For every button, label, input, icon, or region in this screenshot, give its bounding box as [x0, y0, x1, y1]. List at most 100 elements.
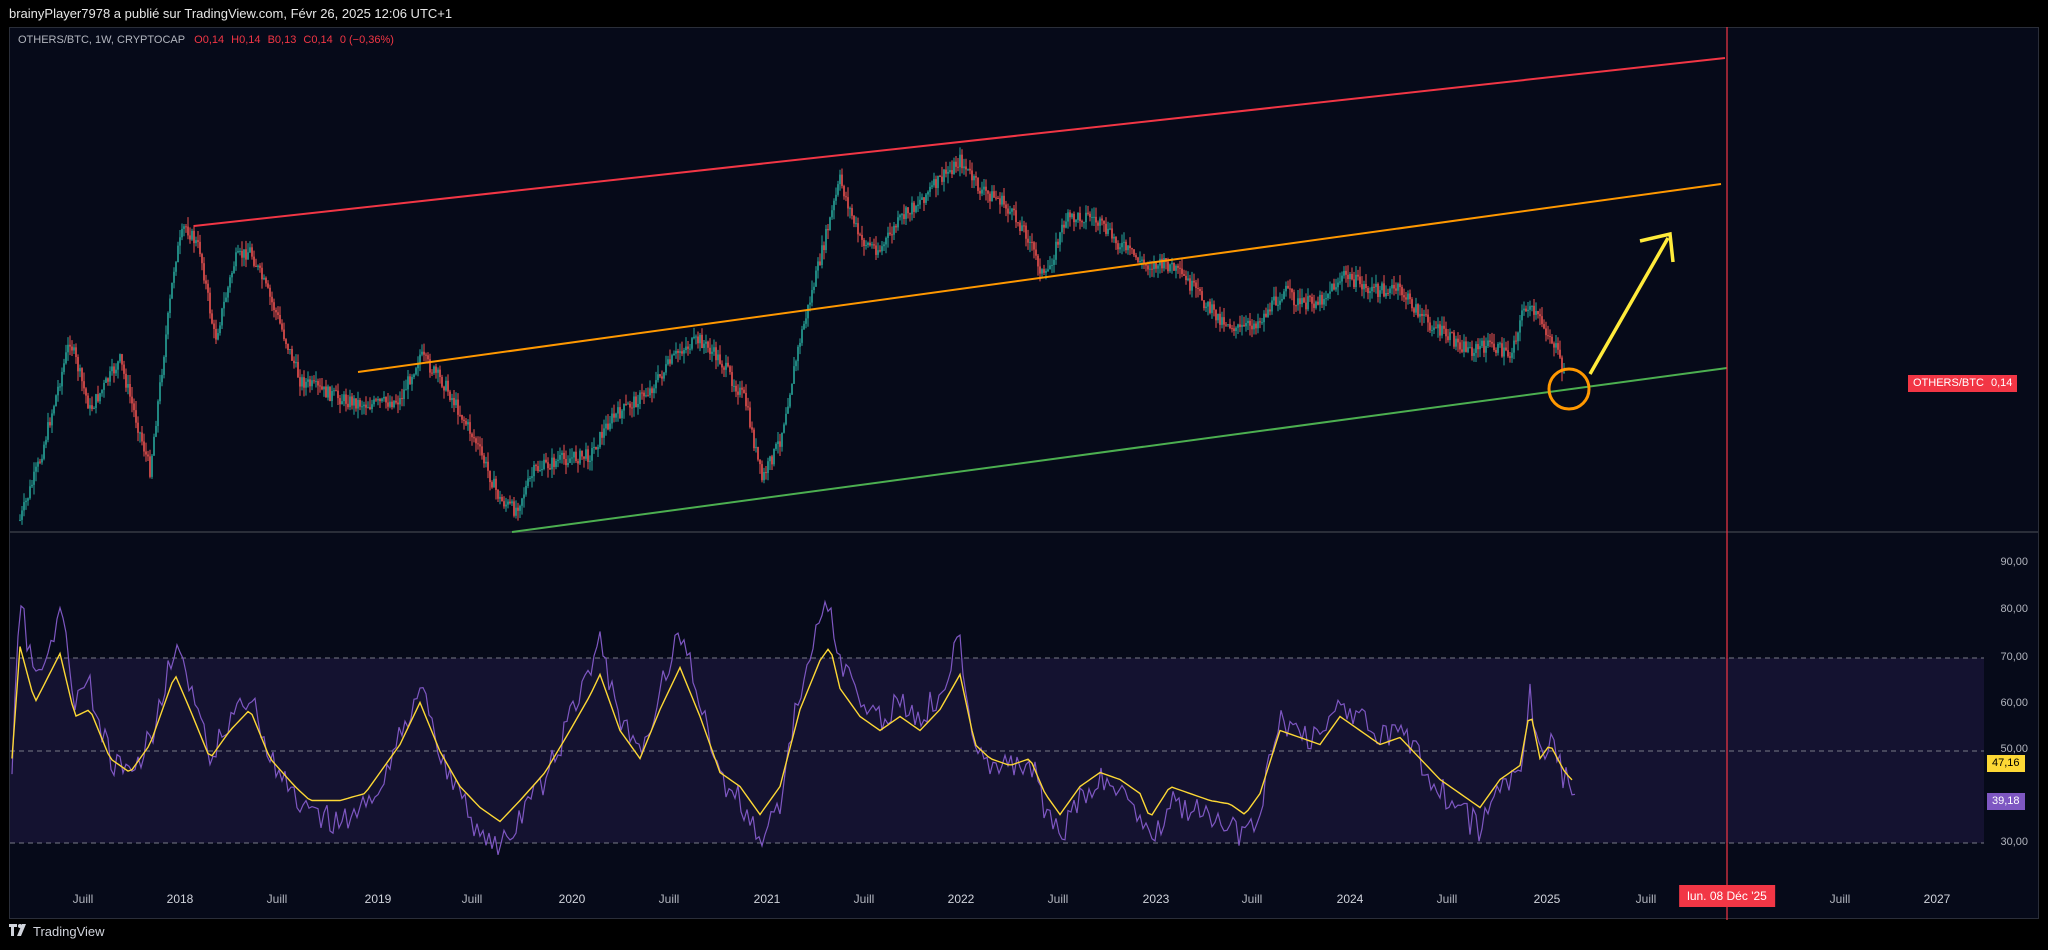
candle-body [699, 334, 701, 344]
candle-body [621, 410, 623, 419]
candle-body [367, 407, 369, 409]
candle-body [1277, 304, 1279, 306]
candle-body [219, 325, 221, 334]
tradingview-footer[interactable]: TradingView [9, 920, 105, 944]
candle-body [365, 404, 367, 408]
candle-body [695, 336, 697, 338]
candle-body [1309, 296, 1311, 298]
candle-body [1195, 282, 1197, 288]
candle-body [235, 252, 237, 267]
candle-body [885, 237, 887, 245]
candle-body [349, 396, 351, 408]
candle-body [1415, 304, 1417, 313]
candle-body [573, 451, 575, 458]
candle-body [149, 456, 151, 477]
candle-body [1407, 293, 1409, 300]
symbol-info[interactable]: OTHERS/BTC, 1W, CRYPTOCAP [18, 34, 186, 46]
mid-trendline[interactable] [357, 183, 1722, 373]
candle-body [415, 368, 417, 375]
candle-body [121, 354, 123, 365]
candle-body [733, 385, 735, 387]
candle-body [861, 234, 863, 240]
candle-body [1483, 340, 1485, 353]
candle-body [1377, 283, 1379, 297]
candle-body [1109, 228, 1111, 230]
candle-body [97, 394, 99, 402]
candle-body [1319, 294, 1321, 305]
candle-body [75, 347, 77, 358]
candle-body [1543, 324, 1545, 329]
candle-body [303, 377, 305, 388]
candle-body [985, 186, 987, 191]
candle-body [1537, 311, 1539, 315]
candle-body [113, 366, 115, 374]
candle-body [1265, 313, 1267, 317]
candle-body [1515, 340, 1517, 342]
rsi-tick-80: 80,00 [2000, 603, 2028, 615]
candle-body [429, 359, 431, 373]
candle-body [1229, 324, 1231, 329]
candle-body [959, 154, 961, 168]
candle-body [1295, 305, 1297, 307]
candle-body [1305, 302, 1307, 310]
candle-body [363, 404, 365, 407]
candle-body [1549, 335, 1551, 337]
candle-body [339, 398, 341, 405]
candle-body [387, 402, 389, 407]
candle-body [1395, 288, 1397, 291]
rsi-line [11, 599, 1576, 855]
candle-body [1029, 241, 1031, 243]
candle-body [607, 423, 609, 430]
candle-body [797, 346, 799, 362]
candle-body [357, 400, 359, 409]
candle-body [507, 501, 509, 505]
projection-arrow[interactable] [1588, 237, 1670, 375]
candle-body [589, 460, 591, 463]
candle-body [1267, 309, 1269, 317]
candle-body [713, 347, 715, 352]
candle-body [551, 457, 553, 470]
support-trendline[interactable] [511, 367, 1728, 533]
candle-body [937, 175, 939, 189]
candle-body [1477, 344, 1479, 350]
candle-body [1467, 347, 1469, 352]
candle-body [249, 247, 251, 253]
candle-body [283, 329, 285, 340]
candle-body [1151, 268, 1153, 270]
support-touch-circle[interactable] [1547, 367, 1591, 411]
candle-body [279, 314, 281, 324]
candle-body [175, 262, 177, 272]
candle-body [1257, 321, 1259, 329]
resistance-trendline[interactable] [193, 57, 1726, 227]
candle-body [1041, 269, 1043, 274]
candle-body [595, 446, 597, 450]
candle-body [503, 501, 505, 507]
candle-body [571, 457, 573, 459]
candle-body [575, 451, 577, 462]
candle-body [887, 232, 889, 238]
candle-body [1129, 245, 1131, 249]
candle-body [323, 386, 325, 390]
candle-body [225, 297, 227, 302]
candle-body [207, 283, 209, 293]
candle-body [717, 354, 719, 361]
candle-body [281, 323, 283, 330]
candle-body [679, 351, 681, 353]
candle-body [1519, 320, 1521, 333]
candle-body [591, 448, 593, 461]
candle-body [911, 202, 913, 215]
candle-body [1531, 305, 1533, 307]
candle-body [43, 444, 45, 459]
candle-body [369, 407, 371, 410]
candle-body [1561, 357, 1563, 373]
candle-body [601, 431, 603, 438]
candle-body [1365, 284, 1367, 288]
candle-body [65, 352, 67, 364]
candle-body [473, 437, 475, 439]
candle-body [903, 214, 905, 219]
time-label: 2020 [558, 892, 586, 906]
candle-body [61, 371, 63, 387]
candle-body [837, 184, 839, 195]
candle-body [1439, 324, 1441, 336]
